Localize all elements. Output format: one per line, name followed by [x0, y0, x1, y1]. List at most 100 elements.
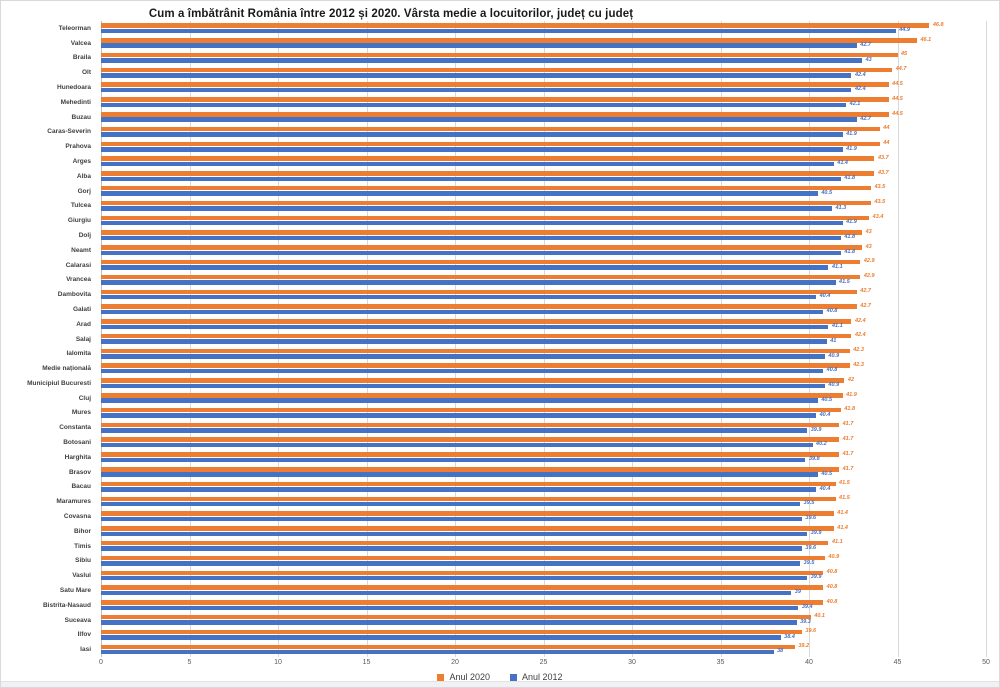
category-label: Tulcea	[70, 202, 91, 210]
bar-row: 43.7 41.4	[101, 154, 986, 169]
bottom-strip	[1, 681, 999, 687]
bar-2012	[101, 605, 799, 611]
bar-2020	[101, 378, 845, 383]
category-label: Alba	[76, 172, 91, 180]
bar-value-2020: 43.4	[872, 214, 884, 221]
bar-value-2020: 43	[865, 228, 872, 235]
bar-row: 42.4 41	[101, 332, 986, 347]
bar-2020	[101, 200, 871, 206]
bar-2012	[101, 620, 797, 625]
bar-2020	[101, 393, 843, 398]
bar-2012	[101, 117, 857, 122]
gridline	[455, 21, 456, 657]
bar-value-2012: 41.8	[844, 175, 856, 182]
bar-2012	[101, 147, 843, 152]
bar-2020	[101, 245, 863, 250]
bar-value-2012: 39.6	[805, 515, 817, 522]
category-label: Braila	[72, 54, 91, 62]
bar-2012	[101, 132, 843, 137]
bar-value-2020: 42.7	[860, 288, 871, 295]
bar-value-2012: 40.4	[819, 411, 831, 418]
bar-2020	[101, 185, 871, 191]
bar-row: 42.9 41.1	[101, 258, 986, 273]
bar-row: 41.8 40.4	[101, 406, 986, 421]
gridline	[278, 21, 279, 657]
bar-row: 44.5 42.1	[101, 95, 986, 110]
bar-value-2012: 41.4	[837, 160, 848, 167]
bar-value-2020: 41.8	[844, 406, 856, 413]
category-label: Salaj	[75, 335, 91, 343]
bar-2020	[101, 614, 811, 620]
bar-value-2020: 39.6	[805, 628, 817, 635]
bar-value-2012: 40.5	[821, 189, 833, 196]
bar-2020	[101, 215, 870, 221]
bar-2020	[101, 319, 852, 324]
bar-row: 42.4 41.1	[101, 317, 986, 332]
bar-2020	[101, 348, 850, 354]
bar-2020	[101, 363, 850, 368]
bar-value-2020: 42.3	[853, 347, 864, 354]
bar-2012	[101, 442, 813, 448]
bar-2020	[101, 452, 840, 457]
bar-value-2020: 41.7	[842, 465, 854, 472]
bar-row: 44.5 42.7	[101, 110, 986, 125]
bar-value-2020: 44	[883, 125, 890, 132]
bar-row: 42.9 41.5	[101, 272, 986, 287]
bar-value-2020: 42.4	[854, 317, 866, 324]
bar-value-2020: 41.7	[842, 421, 854, 428]
bar-value-2012: 41	[830, 337, 837, 344]
bar-2020	[101, 97, 889, 102]
category-label: Satu Mare	[59, 586, 91, 594]
bar-2020	[101, 644, 795, 649]
bar-row: 41.4 39.6	[101, 509, 986, 524]
bar-value-2012: 44.9	[899, 27, 910, 34]
bar-2012	[101, 383, 825, 389]
bar-2012	[101, 501, 801, 507]
bar-2020	[101, 171, 875, 176]
bar-row: 42 40.9	[101, 376, 986, 391]
legend-label-2012: Anul 2012	[522, 671, 563, 682]
bar-row: 44 41.9	[101, 125, 986, 140]
x-tick-label: 5	[187, 659, 192, 666]
bar-2012	[101, 531, 808, 537]
bar-value-2020: 45	[901, 51, 908, 58]
bar-value-2020: 46.1	[920, 36, 932, 43]
bar-row: 40.9 39.5	[101, 553, 986, 568]
bar-value-2012: 39.5	[803, 500, 815, 507]
bar-value-2020: 41.5	[839, 480, 850, 487]
bar-value-2020: 40.8	[826, 598, 838, 605]
bar-row: 42.3 40.8	[101, 361, 986, 376]
bar-2020	[101, 555, 825, 561]
bar-2020	[101, 629, 802, 635]
bar-2012	[101, 265, 829, 270]
bar-value-2012: 41.8	[844, 234, 856, 241]
bar-value-2012: 38.4	[784, 633, 795, 640]
bar-2020	[101, 259, 861, 265]
bar-value-2012: 41.1	[831, 323, 843, 329]
bar-2020	[101, 23, 930, 28]
bar-value-2020: 41.9	[846, 391, 857, 398]
category-axis: Teleorman Valcea Braila Olt Hunedoara Mehedin…	[1, 21, 96, 657]
bar-2020	[101, 156, 875, 161]
legend-swatch-2020	[437, 673, 445, 681]
category-label: Olt	[81, 69, 91, 77]
x-tick-label: 10	[274, 659, 282, 666]
bar-2012	[101, 324, 829, 329]
bar-value-2012: 40.2	[816, 441, 827, 448]
category-label: Iasi	[80, 646, 91, 654]
bar-2012	[101, 590, 792, 596]
category-label: Hunedoara	[57, 84, 91, 92]
bar-value-2012: 39.9	[810, 530, 822, 537]
category-label: Dambovita	[57, 291, 91, 299]
bar-2020	[101, 467, 840, 472]
category-label: Maramures	[56, 498, 91, 506]
bar-2020	[101, 526, 834, 531]
category-label: Cluj	[78, 394, 91, 402]
bar-2020	[101, 540, 829, 546]
x-tick-label: 15	[362, 659, 371, 666]
category-label: Calarasi	[65, 261, 91, 269]
category-label: Vaslui	[72, 572, 91, 580]
x-tick-label: 25	[539, 659, 548, 666]
bar-row: 39.2 38	[101, 642, 986, 657]
bar-value-2020: 41.4	[837, 524, 848, 531]
